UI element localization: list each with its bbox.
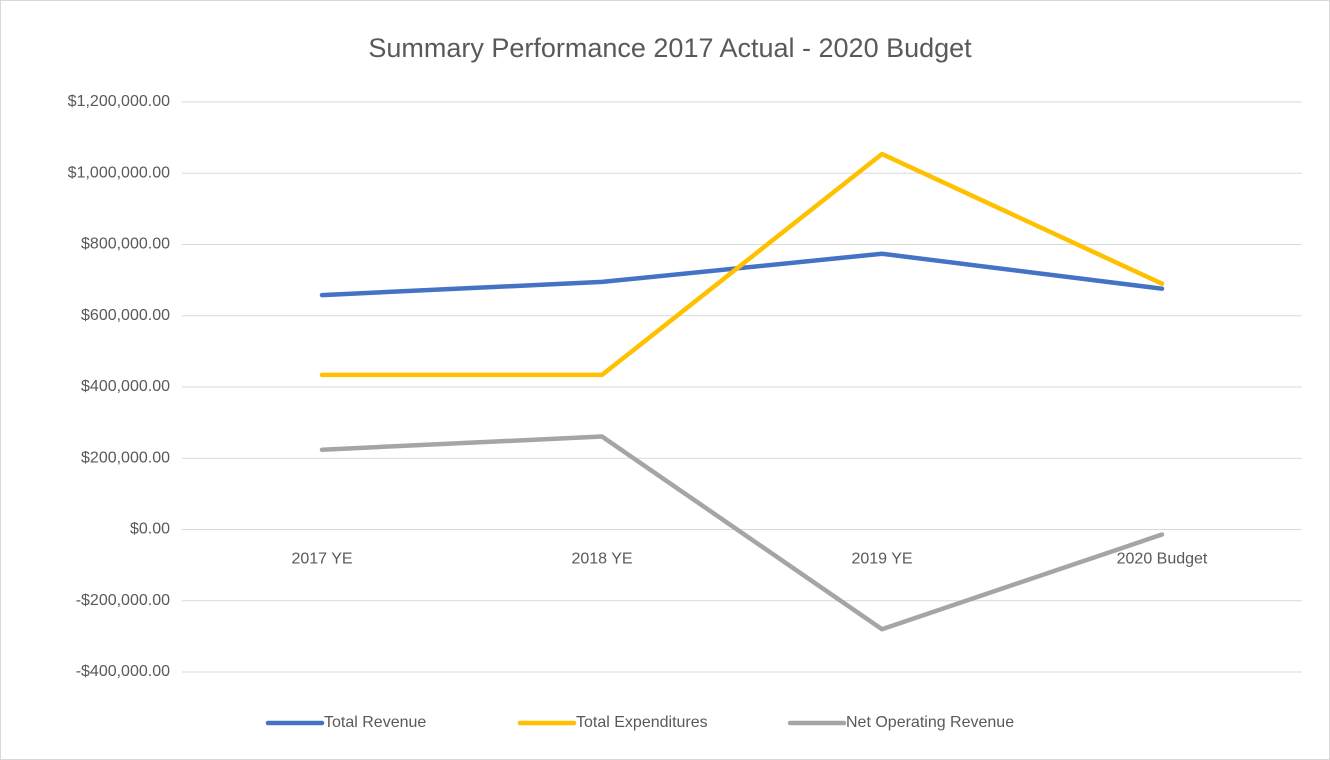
y-tick-label: -$400,000.00: [76, 663, 170, 680]
legend-label: Net Operating Revenue: [846, 714, 1014, 731]
line-series: [319, 251, 1165, 298]
y-tick-label: $1,000,000.00: [68, 164, 170, 181]
line-series: [319, 434, 1165, 632]
legend-label: Total Revenue: [324, 714, 426, 731]
y-tick-label: -$200,000.00: [76, 592, 170, 609]
y-tick-label: $200,000.00: [81, 449, 170, 466]
line-series: [319, 151, 1165, 378]
y-tick-label: $0.00: [130, 521, 170, 538]
legend-label: Total Expenditures: [576, 714, 708, 731]
x-tick-label: 2019 YE: [851, 551, 912, 568]
x-tick-label: 2020 Budget: [1117, 551, 1208, 568]
x-tick-label: 2017 YE: [291, 551, 352, 568]
y-tick-label: $800,000.00: [81, 236, 170, 253]
x-tick-label: 2018 YE: [571, 551, 632, 568]
chart-title: Summary Performance 2017 Actual - 2020 B…: [368, 33, 972, 63]
y-tick-label: $600,000.00: [81, 307, 170, 324]
y-tick-label: $1,200,000.00: [68, 93, 170, 110]
y-tick-label: $400,000.00: [81, 378, 170, 395]
